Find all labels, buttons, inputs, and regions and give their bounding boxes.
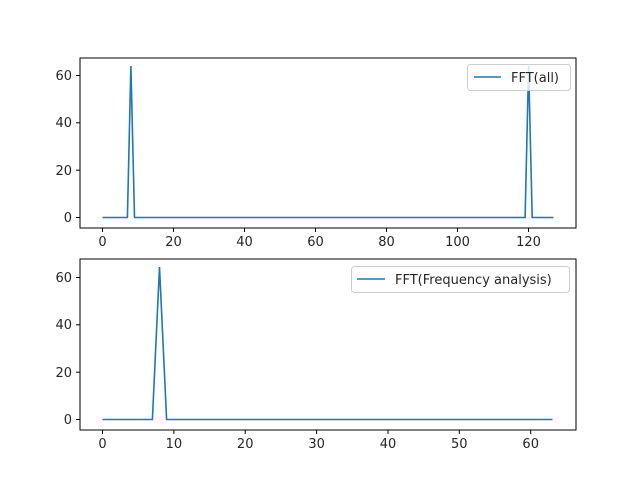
x-tick-label: 0 xyxy=(98,437,106,452)
bottom-fft-line xyxy=(102,266,553,421)
x-tick-label: 40 xyxy=(236,235,253,250)
bottom-x-ticks: 0 10 20 30 40 50 60 xyxy=(98,430,539,452)
x-tick-label: 50 xyxy=(451,437,468,452)
bottom-y-ticks: 0 20 40 60 xyxy=(55,271,80,428)
bottom-axes: 0 10 20 30 40 50 60 0 20 40 60 FFT(Frequ… xyxy=(55,258,577,452)
x-tick-label: 60 xyxy=(307,235,324,250)
y-tick-label: 0 xyxy=(64,413,72,428)
top-legend: FFT(all) xyxy=(467,64,571,91)
x-tick-label: 60 xyxy=(522,437,539,452)
x-tick-label: 30 xyxy=(308,437,325,452)
y-tick-label: 60 xyxy=(55,271,72,286)
x-tick-label: 80 xyxy=(378,235,395,250)
y-tick-label: 40 xyxy=(55,116,72,131)
legend-label: FFT(Frequency analysis) xyxy=(395,273,552,288)
x-tick-label: 120 xyxy=(516,235,541,250)
x-tick-label: 20 xyxy=(237,437,254,452)
y-tick-label: 20 xyxy=(55,366,72,381)
legend-label: FFT(all) xyxy=(511,71,559,86)
x-tick-label: 0 xyxy=(98,235,106,250)
x-tick-label: 40 xyxy=(380,437,397,452)
top-axes: 0 20 40 60 80 100 120 0 20 40 60 FFT(all… xyxy=(55,57,577,250)
y-tick-label: 40 xyxy=(55,318,72,333)
top-y-ticks: 0 20 40 60 xyxy=(55,69,80,226)
x-tick-label: 20 xyxy=(165,235,182,250)
y-tick-label: 20 xyxy=(55,164,72,179)
y-tick-label: 0 xyxy=(64,211,72,226)
bottom-legend: FFT(Frequency analysis) xyxy=(351,266,570,293)
top-fft-line xyxy=(102,65,554,219)
y-tick-label: 60 xyxy=(55,69,72,84)
x-tick-label: 100 xyxy=(445,235,470,250)
x-tick-label: 10 xyxy=(166,437,183,452)
top-x-ticks: 0 20 40 60 80 100 120 xyxy=(98,228,541,250)
